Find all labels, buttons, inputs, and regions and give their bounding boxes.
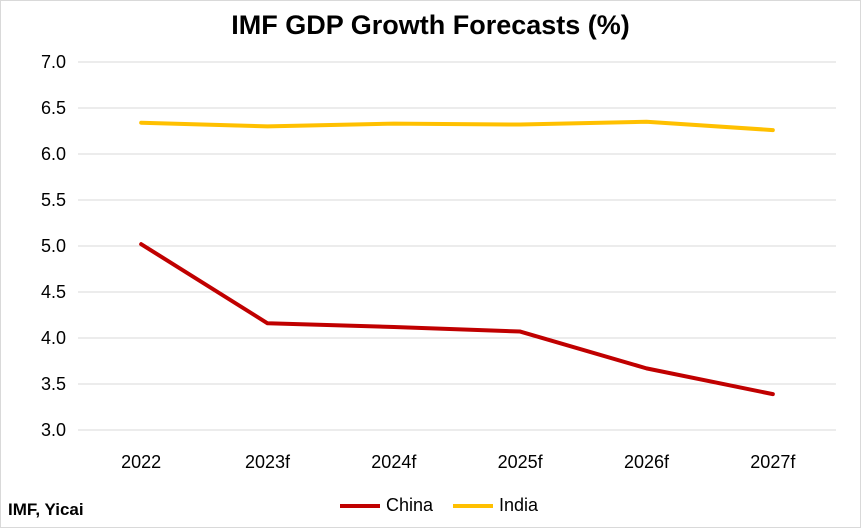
legend-swatch-india (453, 503, 494, 508)
legend: China India (340, 495, 558, 516)
legend-swatch-china (340, 503, 380, 508)
y-tick-label: 4.0 (41, 328, 66, 348)
x-tick-label: 2022 (121, 452, 161, 472)
y-tick-label: 6.5 (41, 98, 66, 118)
x-tick-label: 2024f (371, 452, 417, 472)
y-tick-label: 4.5 (41, 282, 66, 302)
y-tick-label: 7.0 (41, 52, 66, 72)
y-tick-label: 3.0 (41, 420, 66, 440)
legend-label-india: India (499, 495, 539, 515)
source-note: IMF, Yicai (8, 500, 84, 519)
x-tick-label: 2025f (498, 452, 544, 472)
y-axis-ticks: 3.0 3.5 4.0 4.5 5.0 5.5 6.0 6.5 7.0 (41, 52, 66, 440)
y-tick-label: 3.5 (41, 374, 66, 394)
y-tick-label: 6.0 (41, 144, 66, 164)
legend-item-china: China (340, 495, 433, 516)
gridlines (78, 61, 836, 431)
y-tick-label: 5.5 (41, 190, 66, 210)
chart-title: IMF GDP Growth Forecasts (%) (231, 10, 630, 40)
y-tick-label: 5.0 (41, 236, 66, 256)
series-line-india (139, 119, 775, 133)
x-tick-label: 2023f (245, 452, 291, 472)
series-lines (139, 119, 775, 397)
legend-item-india: India (453, 495, 538, 516)
x-tick-label: 2027f (750, 452, 796, 472)
x-tick-label: 2026f (624, 452, 670, 472)
series-line-china (139, 242, 775, 397)
x-axis-ticks: 2022 2023f 2024f 2025f 2026f 2027f (121, 452, 796, 472)
legend-label-china: China (386, 495, 434, 515)
